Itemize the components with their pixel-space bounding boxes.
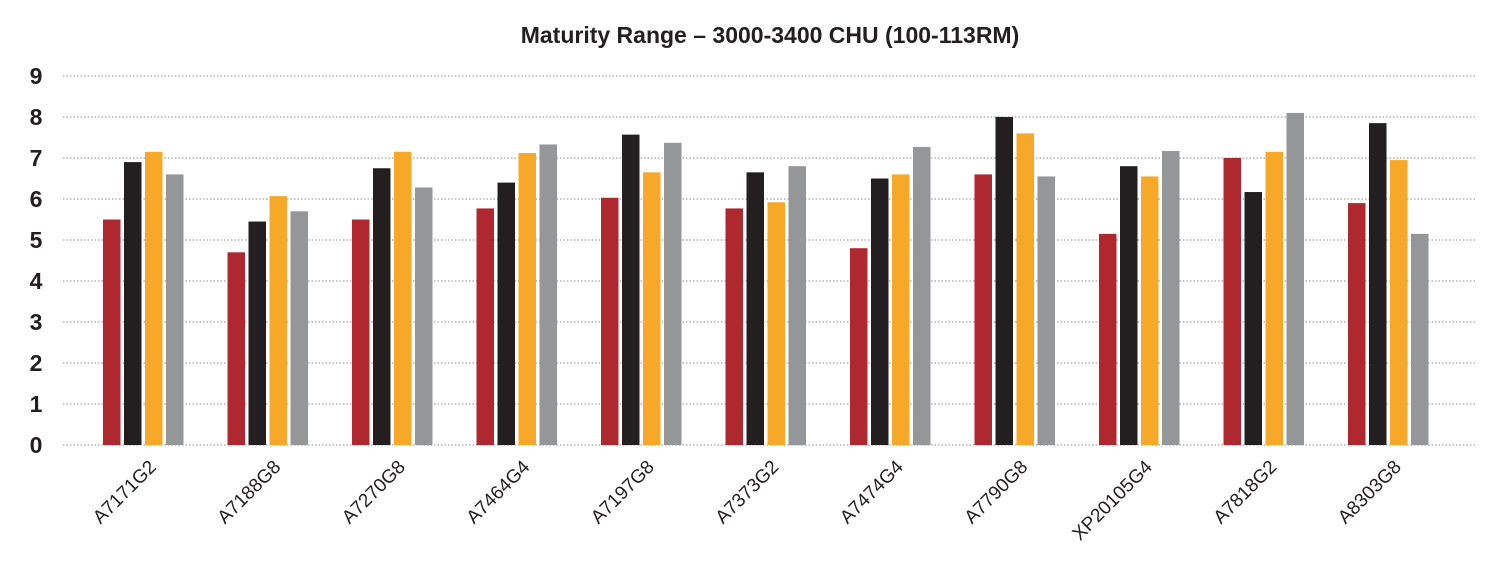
- x-tick-label: A8303G8: [1334, 457, 1406, 529]
- bar: [1369, 123, 1387, 446]
- y-tick-label: 7: [30, 145, 43, 171]
- bar: [767, 202, 785, 445]
- y-tick-label: 5: [30, 227, 43, 253]
- y-axis-ticks: 0 1 2 3 4 5 6 7 8 9: [30, 63, 43, 458]
- bar: [227, 252, 245, 445]
- bar: [394, 151, 412, 445]
- x-tick-label: A7464G4: [463, 456, 535, 528]
- bar: [497, 182, 515, 445]
- x-axis-ticks: A7171G2 A7188G8 A7270G8 A7464G4 A7197G8 A7373…: [89, 456, 1406, 544]
- bar: [601, 197, 619, 445]
- bar: [476, 208, 494, 445]
- bar: [1223, 158, 1241, 445]
- y-tick-label: 3: [30, 309, 43, 335]
- bar: [622, 134, 640, 445]
- y-tick-label: 9: [30, 63, 43, 89]
- bar: [1099, 233, 1117, 445]
- x-tick-label: A7197G8: [587, 457, 659, 529]
- bar: [290, 211, 308, 445]
- x-tick-label: A7188G8: [214, 457, 286, 529]
- bar: [1162, 151, 1180, 445]
- bar: [871, 178, 889, 445]
- bar: [850, 248, 868, 445]
- bar: [892, 174, 910, 445]
- bar: [1286, 112, 1304, 446]
- bar: [518, 153, 536, 445]
- bar: [1016, 133, 1034, 445]
- bar: [1411, 233, 1429, 445]
- bar: [103, 219, 121, 445]
- x-tick-label: A7373G2: [712, 457, 784, 529]
- y-tick-label: 6: [30, 186, 43, 212]
- bar: [539, 144, 557, 445]
- bar: [124, 162, 142, 445]
- bar: [1037, 176, 1055, 445]
- bar: [1390, 160, 1408, 446]
- x-tick-label: A7474G4: [836, 456, 908, 528]
- y-tick-label: 0: [30, 432, 43, 458]
- bar: [269, 196, 287, 445]
- bar: [1265, 151, 1283, 445]
- bar: [248, 221, 266, 445]
- x-tick-label: A7171G2: [89, 457, 161, 529]
- bar: [1348, 203, 1366, 445]
- bar: [664, 142, 682, 445]
- bars: [103, 112, 1429, 446]
- y-tick-label: 4: [30, 268, 43, 294]
- y-tick-label: 1: [30, 391, 43, 417]
- bar: [1141, 176, 1159, 445]
- bar: [974, 174, 992, 445]
- x-tick-label: A7818G2: [1210, 457, 1282, 529]
- bar: [166, 174, 184, 445]
- bar: [643, 172, 661, 445]
- x-tick-label: XP20105G4: [1069, 456, 1157, 544]
- chart-title: Maturity Range – 3000-3400 CHU (100-113R…: [520, 22, 1020, 48]
- bar: [913, 146, 931, 445]
- bar: [788, 166, 806, 445]
- x-tick-label: A7790G8: [961, 457, 1033, 529]
- y-tick-label: 8: [30, 104, 43, 130]
- bar: [415, 187, 433, 445]
- bar: [995, 117, 1013, 445]
- bar: [1120, 166, 1138, 445]
- bar: [373, 168, 391, 445]
- bar: [725, 208, 743, 445]
- bar: [145, 151, 163, 445]
- y-tick-label: 2: [30, 350, 43, 376]
- bar: [746, 172, 764, 445]
- x-tick-label: A7270G8: [338, 457, 410, 529]
- bar: [1244, 192, 1262, 445]
- bar: [352, 219, 370, 445]
